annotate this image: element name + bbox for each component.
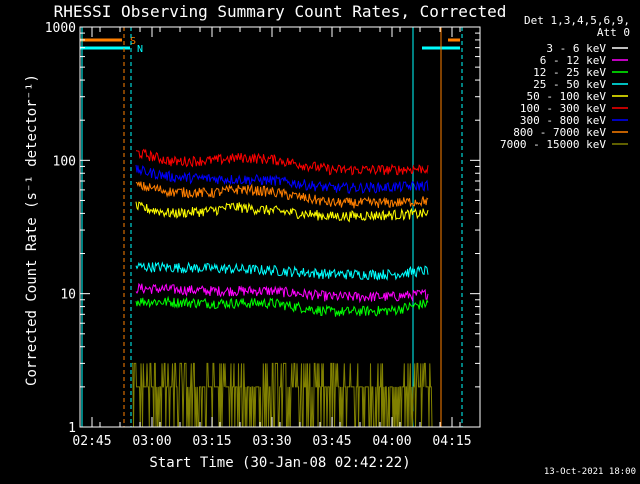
flag-markers: SN <box>80 27 463 427</box>
y-axis-label: Corrected Count Rate (s⁻¹ detector⁻¹) <box>24 74 40 386</box>
series-line <box>135 148 429 176</box>
x-tick-label: 03:15 <box>192 434 231 449</box>
legend-label: 6 - 12 keV <box>540 54 607 67</box>
plot-area: SN <box>80 27 463 428</box>
legend-label: 100 - 300 keV <box>520 102 606 115</box>
y-tick-label: 1000 <box>45 21 76 36</box>
series-800-7000-kev <box>135 181 429 209</box>
y-tick-label: 10 <box>60 288 76 303</box>
legend-header: Det 1,3,4,5,6,9, <box>524 14 630 27</box>
legend-header: Att 0 <box>597 26 630 39</box>
x-tick-label: 03:45 <box>312 434 351 449</box>
plot-frame <box>79 26 481 428</box>
legend-label: 50 - 100 keV <box>527 90 607 103</box>
x-tick-label: 03:00 <box>132 434 171 449</box>
legend-label: 12 - 25 keV <box>533 66 606 79</box>
x-tick-label: 04:00 <box>372 434 411 449</box>
x-tick-label: 04:15 <box>432 434 471 449</box>
legend-label: 300 - 800 keV <box>520 114 606 127</box>
x-axis-label: Start Time (30-Jan-08 02:42:22) <box>149 455 410 471</box>
footer-date: 13-Oct-2021 18:00 <box>544 467 636 477</box>
series-100-300-kev <box>135 148 429 176</box>
series-50-100-kev <box>135 201 429 223</box>
y-tick-label: 1 <box>68 421 76 436</box>
axes: 1 10 100 1000 02:45 03:00 03:15 03:30 03:45 04:00… <box>45 21 481 449</box>
legend-label: 7000 - 15000 keV <box>500 138 606 151</box>
series-300-800-kev <box>135 164 429 194</box>
x-tick-label: 02:45 <box>72 434 111 449</box>
series-line <box>135 295 429 317</box>
series-line <box>132 362 433 428</box>
series-line <box>135 181 429 209</box>
chart-title: RHESSI Observing Summary Count Rates, Co… <box>54 2 507 21</box>
series-line <box>135 201 429 223</box>
series-line <box>135 261 429 281</box>
legend-label: 25 - 50 keV <box>533 78 606 91</box>
series-line <box>135 282 429 304</box>
y-tick-label: 100 <box>53 154 76 169</box>
night-flag-label: N <box>137 44 143 55</box>
series-25-50-kev <box>135 261 429 281</box>
legend-label: 3 - 6 keV <box>546 42 606 55</box>
series-line <box>135 164 429 194</box>
x-tick-label: 03:30 <box>252 434 291 449</box>
series-12-25-kev <box>135 295 429 317</box>
legend-label: 800 - 7000 keV <box>513 126 606 139</box>
saa-flag-label: S <box>130 36 136 47</box>
series-7000-15000-kev <box>132 362 433 428</box>
series-6-12-kev <box>135 282 429 304</box>
